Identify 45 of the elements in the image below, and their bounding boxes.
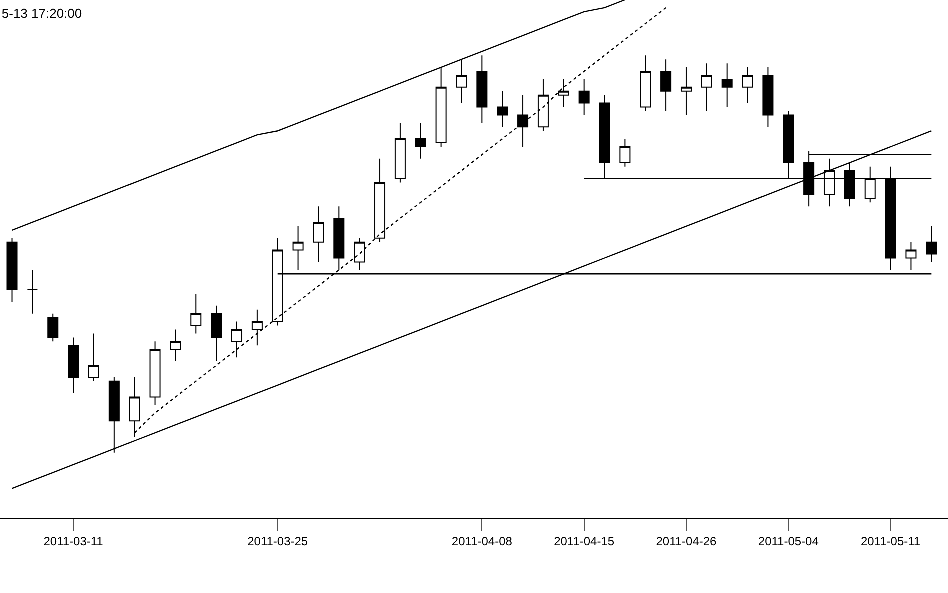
x-tick-label: 2011-04-15 [554, 534, 615, 548]
candlestick [211, 305, 222, 362]
candlestick [558, 78, 570, 108]
candlestick [292, 226, 304, 271]
candlestick [722, 63, 733, 108]
candlestick [394, 122, 406, 184]
candlestick [660, 59, 672, 112]
x-tick-label: 2011-04-26 [656, 534, 718, 548]
chart-title: 5-13 17:20:00 [2, 6, 82, 21]
candlestick [701, 63, 712, 112]
candlestick [68, 337, 80, 394]
x-tick-label: 2011-03-11 [44, 534, 104, 548]
candlestick [906, 242, 917, 271]
candlestick [27, 270, 38, 314]
candlestick [456, 59, 468, 104]
candlestick [150, 341, 161, 406]
candlestick [313, 206, 324, 263]
candlestick [640, 55, 652, 112]
candlestick [762, 67, 774, 128]
x-tick-label: 2011-03-25 [248, 534, 308, 548]
candlestick [108, 376, 120, 454]
candlestick [538, 78, 549, 132]
candlestick [926, 226, 938, 263]
candlestick [518, 94, 529, 148]
candlestick [680, 67, 692, 116]
candlestick [742, 67, 754, 104]
candlestick [252, 309, 263, 346]
candlestick [354, 238, 366, 271]
candlestick [170, 329, 182, 362]
candlestick [190, 294, 202, 334]
candlestick [334, 206, 345, 271]
candlestick [415, 122, 426, 160]
x-tick-label: 2011-05-11 [860, 534, 921, 548]
candlestick [620, 138, 631, 168]
candlestick [578, 78, 590, 116]
candlestick [48, 313, 59, 342]
candlestick [231, 321, 243, 358]
candlestick [476, 55, 488, 124]
x-tick-label: 2011-04-08 [452, 534, 513, 548]
candlestick [88, 333, 100, 382]
candlestick [497, 90, 508, 128]
candlestick [436, 67, 447, 148]
candlestick [6, 238, 18, 302]
candlestick [374, 158, 386, 243]
x-tick-label: 2011-05-04 [758, 534, 820, 548]
